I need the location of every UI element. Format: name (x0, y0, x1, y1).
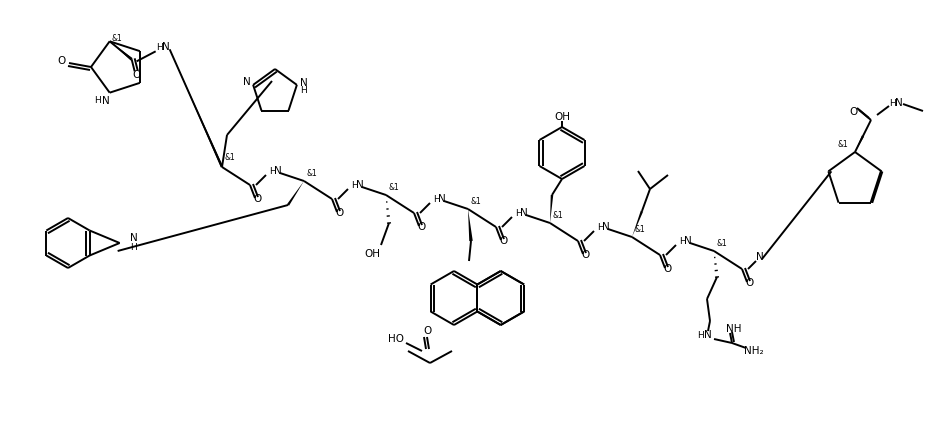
Text: OH: OH (364, 249, 380, 259)
Text: &1: &1 (111, 34, 122, 43)
Text: &1: &1 (837, 139, 849, 148)
Text: H: H (268, 167, 275, 176)
Text: N: N (300, 78, 308, 88)
Text: O: O (423, 326, 431, 336)
Text: H: H (156, 43, 163, 52)
Text: &1: &1 (471, 196, 481, 206)
Text: N: N (243, 77, 251, 87)
Polygon shape (632, 210, 643, 237)
Text: &1: &1 (307, 168, 317, 178)
Polygon shape (109, 41, 133, 60)
Text: &1: &1 (224, 153, 236, 162)
Text: HO: HO (388, 334, 404, 344)
Polygon shape (468, 209, 473, 241)
Text: N: N (704, 330, 712, 340)
Text: O: O (336, 208, 344, 218)
Polygon shape (550, 195, 553, 223)
Text: N: N (520, 208, 528, 218)
Text: NH₂: NH₂ (744, 346, 764, 356)
Text: O: O (133, 70, 140, 80)
Text: OH: OH (554, 112, 570, 122)
Polygon shape (287, 181, 304, 206)
Text: N: N (102, 96, 109, 106)
Text: &1: &1 (553, 210, 563, 219)
Polygon shape (170, 49, 223, 167)
Text: H: H (889, 99, 897, 108)
Text: N: N (356, 180, 364, 190)
Text: H: H (130, 243, 137, 252)
Text: H: H (678, 236, 686, 246)
Text: N: N (438, 194, 446, 204)
Text: &1: &1 (389, 182, 399, 192)
Text: N: N (756, 252, 764, 262)
Text: N: N (274, 166, 282, 176)
Text: O: O (418, 222, 426, 232)
Text: N: N (130, 233, 138, 243)
Text: O: O (849, 107, 857, 117)
Text: H: H (514, 209, 521, 218)
Text: O: O (582, 250, 590, 260)
Text: H: H (432, 195, 439, 204)
Text: O: O (746, 278, 755, 288)
Text: &1: &1 (635, 224, 645, 233)
Text: N: N (162, 42, 170, 52)
Text: H: H (350, 181, 357, 190)
Text: O: O (254, 194, 262, 204)
Text: N: N (684, 236, 691, 246)
Text: O: O (500, 236, 508, 246)
Text: O: O (57, 56, 65, 66)
Text: NH: NH (726, 324, 741, 334)
Text: N: N (602, 222, 609, 232)
Text: &1: &1 (717, 238, 727, 247)
Text: H: H (300, 86, 307, 95)
Text: H: H (697, 331, 704, 340)
Text: H: H (596, 223, 604, 232)
Polygon shape (855, 136, 864, 152)
Text: O: O (664, 264, 673, 274)
Text: N: N (895, 98, 902, 108)
Text: H: H (94, 96, 101, 105)
